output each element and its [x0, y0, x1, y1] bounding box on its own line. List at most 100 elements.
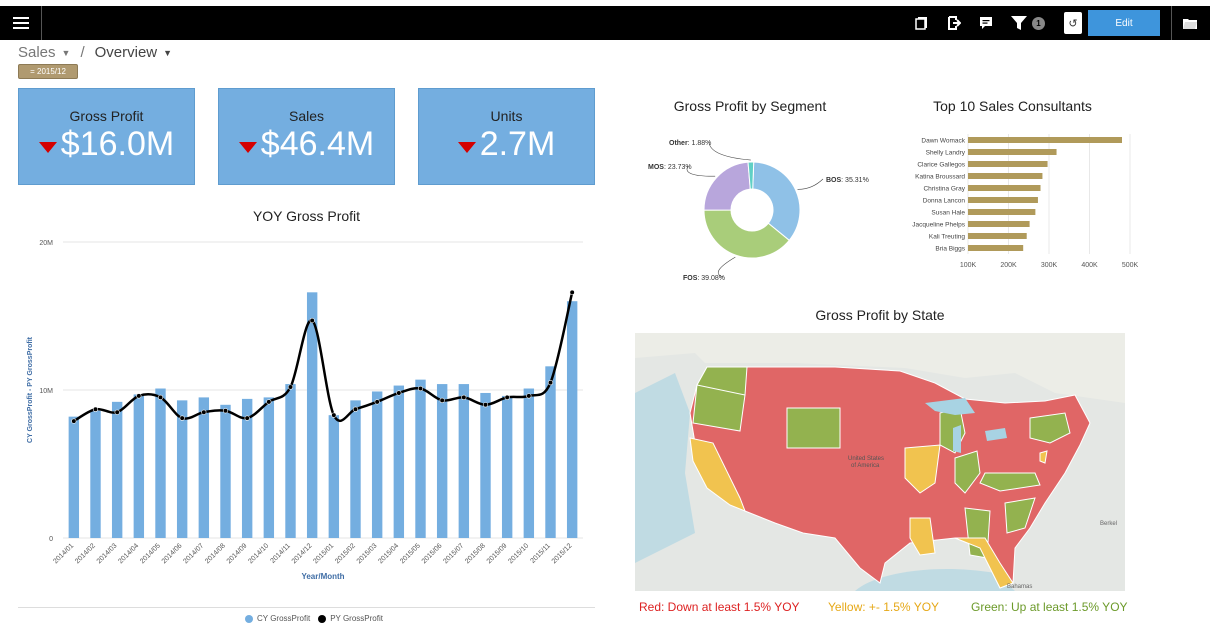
line-point-py-gross-profit[interactable] — [71, 418, 77, 424]
edit-button[interactable]: Edit — [1088, 10, 1160, 36]
filter-icon[interactable] — [1011, 15, 1027, 31]
pie-slice[interactable] — [703, 161, 751, 211]
line-point-py-gross-profit[interactable] — [526, 393, 532, 399]
state-map[interactable]: United States of America Berkel Bahamas — [635, 333, 1125, 591]
bar-cy-gross-profit[interactable] — [263, 397, 275, 538]
consultant-name-label: Clarice Gallegos — [917, 162, 965, 169]
line-point-py-gross-profit[interactable] — [396, 390, 402, 396]
consultant-name-label: Jacqueline Phelps — [912, 222, 966, 229]
undo-button[interactable]: ↺ — [1064, 12, 1082, 34]
bar-cy-gross-profit[interactable] — [198, 397, 210, 538]
bar-cy-gross-profit[interactable] — [306, 292, 318, 538]
pie-slice-label: BOS: 35.31% — [826, 177, 869, 184]
bar-cy-gross-profit[interactable] — [176, 400, 188, 538]
kpi-units[interactable]: Units 2.7M — [418, 88, 595, 185]
bar-cy-gross-profit[interactable] — [220, 404, 231, 538]
export-icon[interactable] — [946, 15, 962, 31]
consultant-bar[interactable] — [968, 197, 1038, 203]
kpi-gross-profit[interactable]: Gross Profit $16.0M — [18, 88, 195, 185]
line-point-py-gross-profit[interactable] — [157, 394, 164, 400]
bar-cy-gross-profit[interactable] — [501, 395, 513, 538]
bar-cy-gross-profit[interactable] — [285, 384, 296, 538]
consultant-bar[interactable] — [968, 173, 1043, 179]
bar-cy-gross-profit[interactable] — [523, 388, 535, 538]
line-point-py-gross-profit[interactable] — [569, 289, 575, 295]
line-point-py-gross-profit[interactable] — [504, 394, 510, 400]
bar-cy-gross-profit[interactable] — [111, 401, 123, 538]
copy-icon[interactable] — [914, 15, 930, 31]
legend-label-py[interactable]: PY GrossProfit — [330, 614, 383, 623]
consultant-bar[interactable] — [968, 137, 1122, 143]
line-point-py-gross-profit[interactable] — [374, 399, 380, 405]
line-point-py-gross-profit[interactable] — [287, 384, 294, 390]
consultant-bar[interactable] — [968, 161, 1048, 167]
bar-cy-gross-profit[interactable] — [155, 388, 166, 538]
x-tick-label: 2014/10 — [247, 542, 270, 565]
bar-cy-gross-profit[interactable] — [415, 379, 426, 538]
top-consultants-chart: 100K 200K 300K 400K 500K Dawn Womack Shelly La… — [912, 134, 1139, 269]
date-filter-chip[interactable]: = 2015/12 — [18, 64, 78, 79]
kpi-sales[interactable]: Sales $46.4M — [218, 88, 395, 185]
line-point-py-gross-profit[interactable] — [222, 408, 229, 414]
line-point-py-gross-profit[interactable] — [136, 393, 142, 399]
line-point-py-gross-profit[interactable] — [547, 380, 554, 386]
map-legend-yellow: Yellow: +- 1.5% YOY — [828, 600, 940, 614]
breadcrumb-root[interactable]: Sales — [18, 44, 56, 61]
bar-cy-gross-profit[interactable] — [133, 394, 145, 538]
comment-icon[interactable] — [978, 15, 994, 31]
x-tick-label: 100K — [960, 262, 977, 269]
x-tick-label: 2014/05 — [139, 542, 162, 565]
bar-cy-gross-profit[interactable] — [436, 384, 448, 538]
consultant-name-label: Susan Hale — [931, 210, 965, 217]
us-map-graphic: United States of America Berkel Bahamas — [635, 333, 1125, 591]
bar-cy-gross-profit[interactable] — [350, 400, 361, 538]
line-point-py-gross-profit[interactable] — [331, 412, 337, 418]
line-point-py-gross-profit[interactable] — [439, 397, 445, 403]
bar-cy-gross-profit[interactable] — [480, 392, 491, 538]
legend-label-cy[interactable]: CY GrossProfit — [257, 614, 311, 623]
bar-cy-gross-profit[interactable] — [328, 415, 340, 538]
bar-cy-gross-profit[interactable] — [545, 366, 556, 538]
line-point-py-gross-profit[interactable] — [114, 409, 120, 415]
line-point-py-gross-profit[interactable] — [417, 385, 424, 392]
consultant-name-label: Bria Biggs — [935, 246, 965, 253]
pie-leader-line — [686, 165, 716, 177]
consultant-bar[interactable] — [968, 245, 1024, 251]
pie-slice[interactable] — [747, 161, 755, 190]
line-point-py-gross-profit[interactable] — [244, 415, 250, 421]
x-tick-label: 500K — [1122, 262, 1139, 269]
menu-button[interactable] — [0, 6, 42, 40]
folder-icon[interactable] — [1182, 15, 1198, 31]
consultant-bar[interactable] — [968, 149, 1057, 155]
consultant-bar[interactable] — [968, 185, 1041, 191]
bar-cy-gross-profit[interactable] — [241, 398, 253, 538]
consultant-name-label: Kali Treuting — [929, 234, 966, 241]
line-point-py-gross-profit[interactable] — [461, 394, 467, 400]
line-point-py-gross-profit[interactable] — [309, 317, 315, 324]
pie-slice[interactable] — [703, 209, 790, 259]
line-point-py-gross-profit[interactable] — [179, 415, 185, 421]
x-tick-label: 2014/08 — [204, 542, 227, 565]
consultant-bar[interactable] — [968, 221, 1030, 227]
bar-cy-gross-profit[interactable] — [90, 410, 101, 538]
consultant-name-label: Donna Lancon — [923, 198, 966, 205]
line-point-py-gross-profit[interactable] — [352, 406, 359, 412]
chevron-down-icon[interactable]: ▼ — [61, 47, 71, 58]
pie-slice[interactable] — [752, 161, 801, 242]
line-point-py-gross-profit[interactable] — [266, 399, 272, 405]
x-tick-label: 2015/01 — [312, 542, 335, 565]
line-point-py-gross-profit[interactable] — [482, 402, 489, 408]
bar-cy-gross-profit[interactable] — [371, 391, 383, 538]
bar-cy-gross-profit[interactable] — [68, 416, 80, 538]
consultant-bar[interactable] — [968, 233, 1027, 239]
bar-cy-gross-profit[interactable] — [566, 301, 578, 538]
breadcrumb-current[interactable]: Overview — [94, 44, 158, 61]
chevron-down-icon[interactable]: ▼ — [163, 47, 173, 58]
bar-cy-gross-profit[interactable] — [393, 385, 405, 538]
consultant-name-label: Christina Gray — [923, 186, 965, 193]
hamburger-icon — [12, 22, 29, 24]
line-point-py-gross-profit[interactable] — [201, 409, 207, 415]
consultant-bar[interactable] — [968, 209, 1036, 215]
bar-cy-gross-profit[interactable] — [458, 384, 470, 538]
line-point-py-gross-profit[interactable] — [92, 406, 99, 412]
